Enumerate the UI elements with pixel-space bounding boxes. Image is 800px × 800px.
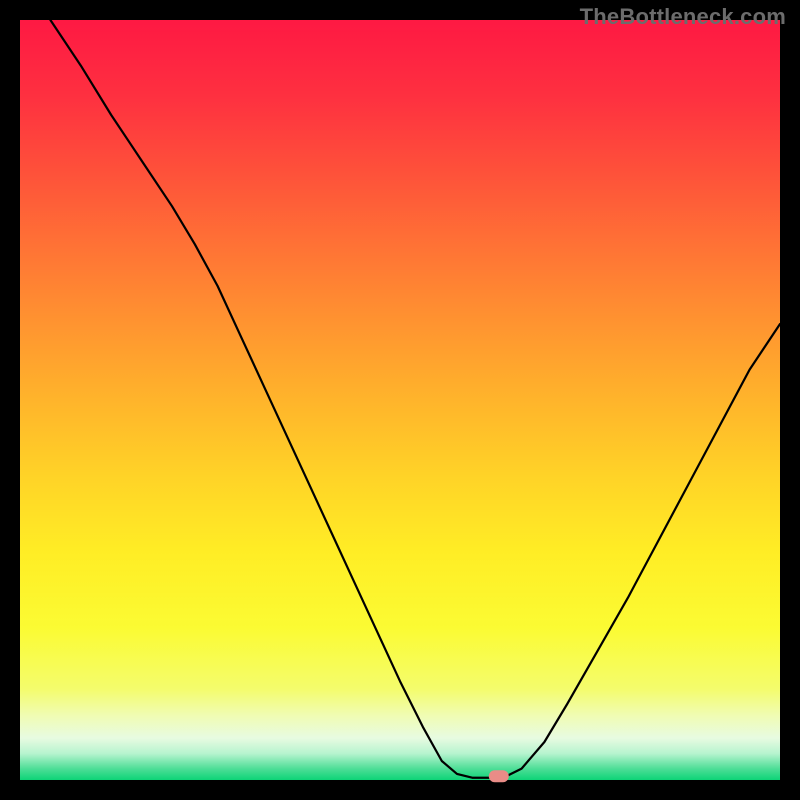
optimal-marker — [489, 770, 509, 782]
plot-background — [20, 20, 780, 780]
bottleneck-chart — [0, 0, 800, 800]
watermark-text: TheBottleneck.com — [580, 4, 786, 30]
